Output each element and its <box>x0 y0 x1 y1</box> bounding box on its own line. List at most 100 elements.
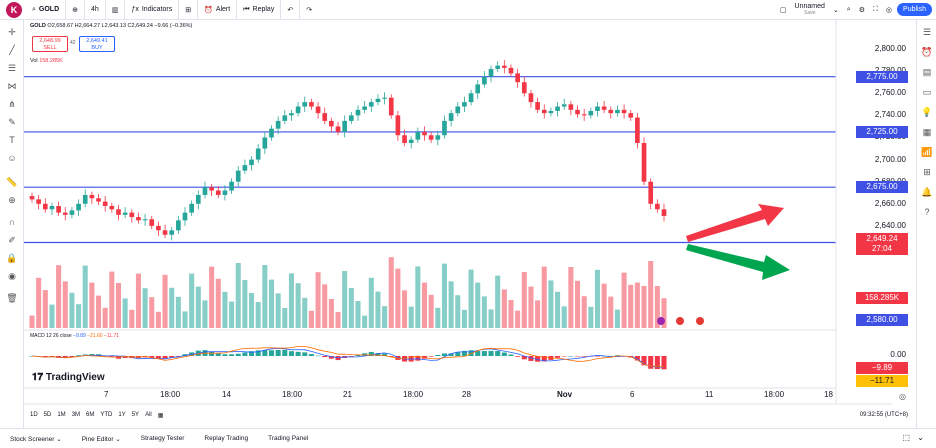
object-tree-icon[interactable]: ▤ <box>922 67 932 77</box>
bottom-tab-trading-panel[interactable]: Trading Panel <box>268 435 309 442</box>
help-icon[interactable]: ? <box>924 207 930 217</box>
timeframe-ytd[interactable]: YTD <box>100 412 113 418</box>
candle-body <box>655 203 660 210</box>
signal-icon[interactable]: 📶 <box>921 147 933 157</box>
magnet-icon[interactable]: ∩ <box>8 217 16 227</box>
lock-icon[interactable]: 🔒 <box>6 253 18 263</box>
tradingview-logo: 𝟏𝟕 TradingView <box>32 372 105 383</box>
event-dividend-icon[interactable] <box>657 317 665 325</box>
undo-button[interactable]: ↶ <box>281 0 301 20</box>
brush-icon[interactable]: ✎ <box>8 117 16 127</box>
redo-button[interactable]: ↷ <box>300 0 318 20</box>
volume-bar <box>295 283 301 328</box>
timeframe-1y[interactable]: 1Y <box>118 412 126 418</box>
candle-body <box>475 84 481 94</box>
candle-body <box>462 102 467 107</box>
user-avatar[interactable]: K <box>6 1 22 18</box>
macd-histogram-bar <box>382 353 388 356</box>
candles <box>29 60 667 241</box>
bottom-tab-strategy-tester[interactable]: Strategy Tester <box>140 435 185 442</box>
volume-bar <box>282 308 288 328</box>
price-chart[interactable] <box>24 20 916 428</box>
eye-icon[interactable]: ◉ <box>8 271 16 281</box>
replay-button[interactable]: ⏮ Replay <box>237 0 282 20</box>
layout-icon[interactable]: ▢ <box>779 7 787 14</box>
time-axis-label: 21 <box>343 390 352 399</box>
level-label: 2,580.00 <box>856 314 908 326</box>
volume-bar <box>628 284 634 328</box>
macd-histogram-bar <box>355 354 361 356</box>
buy-button[interactable]: 2,649.41 BUY <box>79 36 115 52</box>
volume-bar <box>468 269 474 328</box>
alerts-icon[interactable]: ⏰ <box>921 47 933 57</box>
time-axis-label: 18:00 <box>282 390 303 399</box>
timeframe-all[interactable]: All <box>145 412 152 418</box>
templates-button[interactable]: ⊞ <box>179 0 199 20</box>
indicators-button[interactable]: ƒx Indicators <box>125 0 180 20</box>
calendar-icon[interactable]: ▦ <box>157 413 164 419</box>
layout-name[interactable]: Unnamed Save <box>794 3 825 16</box>
bottom-tab-pine-editor[interactable]: Pine Editor ⌄ <box>81 435 121 443</box>
candle-body <box>388 97 394 116</box>
price-axis-label: 2,740.00 <box>874 110 906 120</box>
search-icon[interactable]: ⌕ <box>846 6 851 13</box>
chart-type-button[interactable]: ▥ <box>106 0 126 20</box>
ideas-icon[interactable]: 💡 <box>921 107 933 117</box>
text-icon[interactable]: T <box>9 135 15 145</box>
maximize-icon[interactable]: ⬚ <box>902 433 910 442</box>
lock-draw-icon[interactable]: ✐ <box>8 235 16 245</box>
alert-button[interactable]: ⏰ Alert <box>198 0 238 20</box>
trash-icon[interactable]: 🗑 <box>6 293 18 303</box>
timeframe-6m[interactable]: 6M <box>86 412 95 418</box>
macd-histogram-bar <box>229 354 235 356</box>
event-flag-icon[interactable] <box>696 317 704 325</box>
time-axis-label: 18:00 <box>160 390 181 399</box>
candle-body <box>575 109 580 115</box>
event-flag-icon[interactable] <box>676 317 684 325</box>
compare-button[interactable]: ⊕ <box>66 0 86 20</box>
price-axis-label: 2,760.00 <box>874 88 906 98</box>
chat-icon[interactable]: ▭ <box>922 87 932 97</box>
macd-histogram-bar <box>481 351 487 356</box>
pattern-icon[interactable]: ⋈ <box>7 81 17 91</box>
sell-button[interactable]: 2,648.99 SELL <box>32 36 68 52</box>
macd-histogram-bar <box>368 351 374 356</box>
trendline-icon[interactable]: ╱ <box>9 45 15 55</box>
interval-button[interactable]: 4h <box>85 0 106 20</box>
zoom-icon[interactable]: ⊕ <box>8 195 16 205</box>
notifications-icon[interactable]: 🔔 <box>921 187 933 197</box>
volume-bar <box>328 299 334 328</box>
macd-histogram-bar <box>661 356 667 370</box>
gear-icon[interactable]: ◎ <box>899 392 906 401</box>
apps-icon[interactable]: ⊞ <box>923 167 931 177</box>
timeframe-1m[interactable]: 1M <box>57 412 66 418</box>
volume-bars <box>29 257 667 328</box>
symbol-search[interactable]: ⌕ GOLD <box>26 0 67 20</box>
candle-body <box>275 120 281 129</box>
watchlist-icon[interactable]: ☰ <box>922 27 932 37</box>
candle-body <box>561 104 567 107</box>
timeframe-5y[interactable]: 5Y <box>131 412 140 418</box>
volume-bar <box>461 309 467 328</box>
signal-line <box>31 345 665 368</box>
ruler-icon[interactable]: 📏 <box>6 177 18 187</box>
emoji-icon[interactable]: ☺ <box>7 153 17 163</box>
macd-histogram-bar <box>109 356 115 357</box>
calendar-icon[interactable]: ▦ <box>922 127 932 137</box>
fib-icon[interactable]: ☰ <box>7 63 17 73</box>
bottom-tab-replay-trading[interactable]: Replay Trading <box>204 435 249 442</box>
timeframe-1d[interactable]: 1D <box>30 412 38 418</box>
bottom-tab-stock-screener[interactable]: Stock Screener ⌄ <box>10 435 62 443</box>
macd-histogram-bar <box>561 356 567 357</box>
gear-icon[interactable]: ⚙ <box>858 7 865 14</box>
macd-histogram-bar <box>302 352 308 356</box>
projection-icon[interactable]: ⋔ <box>8 99 16 109</box>
crosshair-icon[interactable]: ✛ <box>8 27 16 37</box>
chevron-down-icon[interactable]: ⌄ <box>917 433 924 442</box>
chevron-down-icon[interactable]: ⌄ <box>832 7 839 14</box>
publish-button[interactable]: Publish <box>897 3 932 16</box>
fullscreen-icon[interactable]: ⛶ <box>872 6 878 13</box>
timeframe-5d[interactable]: 5D <box>43 412 52 418</box>
timeframe-3m[interactable]: 3M <box>71 412 81 418</box>
camera-icon[interactable]: ◎ <box>885 7 892 14</box>
